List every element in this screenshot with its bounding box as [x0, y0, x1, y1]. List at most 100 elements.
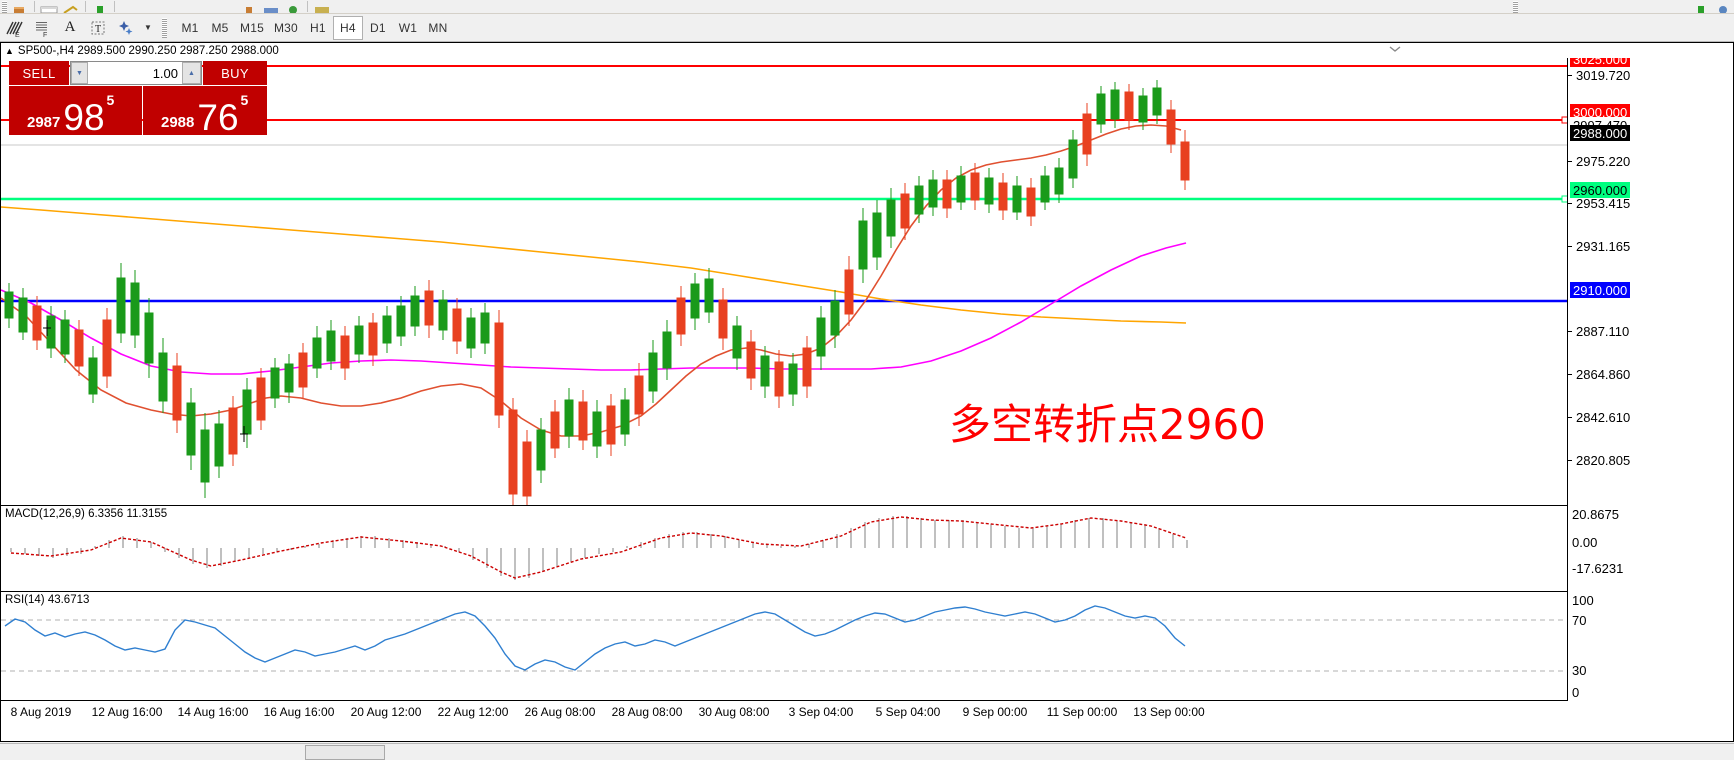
crosshair-lines-icon[interactable]: E	[1, 16, 27, 40]
line-chart-icon[interactable]	[261, 1, 281, 13]
price-tick: 2953.415	[1568, 196, 1733, 211]
time-axis[interactable]: 8 Aug 2019 12 Aug 16:00 14 Aug 16:00 16 …	[1, 700, 1567, 724]
indicators-icon[interactable]	[312, 1, 332, 13]
toolbar-grip[interactable]	[2, 0, 7, 13]
svg-text:T: T	[95, 24, 101, 35]
zoom-in-icon[interactable]	[283, 1, 303, 13]
time-tick: 28 Aug 08:00	[611, 705, 683, 719]
timeframe-m15[interactable]: M15	[240, 20, 264, 35]
time-tick: 8 Aug 2019	[10, 705, 72, 719]
macd-scale: 20.8675 0.00 -17.6231	[1567, 505, 1733, 590]
time-tick: 12 Aug 16:00	[91, 705, 163, 719]
one-click-trading-panel[interactable]: SELL ▼ 1.00 ▲ BUY 2987 98 5 2988	[9, 61, 267, 138]
macd-pane[interactable]: MACD(12,26,9) 6.3356 11.3155	[1, 505, 1567, 590]
ma-magenta-line	[1, 242, 1187, 375]
macd-signal-line	[10, 516, 1187, 579]
buy-price-main: 76	[197, 96, 239, 138]
bar-chart-icon[interactable]	[90, 1, 110, 13]
macd-indicator	[10, 516, 1188, 580]
sell-price-display[interactable]: 2987 98 5	[9, 86, 142, 136]
ma-red-line	[1, 124, 1182, 437]
market-watch-icon[interactable]	[39, 1, 59, 13]
autotrading-icon[interactable]	[1691, 1, 1711, 13]
macd-scale-tick: 0.00	[1572, 535, 1598, 550]
rsi-scale: 100 70 30 0	[1567, 591, 1733, 701]
resistance-line-label-2[interactable]: 3000.000	[1570, 104, 1631, 120]
time-tick: 9 Sep 00:00	[962, 705, 1028, 719]
level-2960-handle	[1561, 195, 1567, 203]
time-tick: 26 Aug 08:00	[524, 705, 596, 719]
scrollbar-thumb[interactable]	[305, 744, 385, 760]
time-tick: 20 Aug 12:00	[350, 705, 422, 719]
crosshair-marker	[43, 320, 248, 442]
time-tick: 22 Aug 12:00	[437, 705, 509, 719]
timeframe-m1[interactable]: M1	[181, 20, 199, 35]
price-chart-pane[interactable]: 多空转折点2960	[1, 58, 1567, 505]
toolbar-top-row	[0, 0, 1734, 14]
new-order-icon[interactable]	[10, 1, 30, 13]
fibonacci-icon[interactable]: F	[29, 16, 55, 40]
time-tick: 3 Sep 04:00	[788, 705, 854, 719]
sell-price-fraction: 5	[106, 92, 115, 108]
toolbar-divider-4	[307, 1, 308, 12]
price-tick: 3019.720	[1568, 68, 1733, 83]
chart-window: ▲ SP500-,H4 2989.500 2990.250 2987.250 2…	[0, 42, 1734, 742]
minimize-chart-icon[interactable]	[1387, 45, 1403, 53]
macd-histogram	[10, 516, 1188, 580]
buy-price-integer: 2988	[161, 114, 195, 131]
volume-down-stepper[interactable]: ▼	[71, 62, 88, 84]
blue-level-label[interactable]: 2910.000	[1570, 282, 1631, 298]
rsi-indicator	[1, 605, 1567, 672]
text-label-icon[interactable]: T	[85, 16, 111, 40]
chart-symbol-ohlc: SP500-,H4 2989.500 2990.250 2987.250 298…	[17, 44, 279, 57]
svg-text:F: F	[43, 32, 47, 38]
macd-scale-tick: 20.8675	[1572, 507, 1619, 522]
candlestick-chart	[1, 65, 1567, 505]
time-tick: 16 Aug 16:00	[263, 705, 335, 719]
data-window-icon[interactable]	[61, 1, 81, 13]
timeframe-m5[interactable]: M5	[211, 20, 229, 35]
globe-icon[interactable]	[1713, 1, 1733, 13]
time-tick: 14 Aug 16:00	[177, 705, 249, 719]
timeframe-h4[interactable]: H4	[332, 15, 363, 40]
price-tick: 2820.805	[1568, 453, 1733, 468]
buy-button[interactable]: BUY	[203, 61, 267, 85]
ma-orange-line	[1, 206, 1187, 324]
timeframe-m30[interactable]: M30	[273, 20, 298, 35]
svg-text:E: E	[15, 32, 20, 38]
chevron-down-icon[interactable]: ▼	[71, 62, 88, 84]
sell-button[interactable]: SELL	[9, 61, 69, 85]
text-tool-icon[interactable]: A	[64, 19, 76, 35]
timeframe-mn[interactable]: MN	[428, 20, 448, 35]
octp-controls-row: SELL ▼ 1.00 ▲ BUY	[9, 61, 267, 85]
rsi-scale-tick: 70	[1572, 613, 1587, 628]
scrollbar-track[interactable]	[0, 744, 1734, 760]
objects-list-icon[interactable]	[113, 16, 139, 40]
timeframe-w1[interactable]: W1	[398, 20, 418, 35]
price-tick: 2887.110	[1568, 324, 1733, 339]
volume-input[interactable]: 1.00	[152, 65, 178, 81]
collapse-arrow-icon[interactable]: ▲	[5, 45, 14, 56]
chevron-down-icon[interactable]: ▼	[144, 23, 152, 32]
support-line-label[interactable]: 2960.000	[1570, 182, 1631, 198]
current-price-label: 2988.000	[1570, 125, 1631, 141]
horizontal-scrollbar[interactable]	[0, 743, 1734, 760]
rsi-scale-tick: 0	[1572, 685, 1580, 700]
toolbar-divider-3	[114, 1, 115, 12]
timeframe-d1[interactable]: D1	[370, 20, 386, 35]
candlestick-chart-icon[interactable]	[239, 1, 259, 13]
octp-price-row: 2987 98 5 2988 76 5	[9, 86, 267, 138]
timeframe-h1[interactable]: H1	[310, 20, 326, 35]
macd-label: MACD(12,26,9) 6.3356 11.3155	[5, 508, 168, 520]
toolbar-grip-right[interactable]	[1513, 0, 1518, 13]
toolbar-divider-2	[85, 1, 86, 12]
volume-input-group[interactable]: ▼ 1.00 ▲	[70, 61, 202, 85]
buy-price-display[interactable]: 2988 76 5	[143, 86, 267, 138]
timeframe-toolbar-grip[interactable]	[162, 17, 167, 38]
candle-series	[4, 80, 1190, 505]
rsi-pane[interactable]: RSI(14) 43.6713	[1, 591, 1567, 701]
rsi-scale-tick: 30	[1572, 663, 1587, 678]
timeframe-group: M1 M5 M15 M30 H1 H4 D1 W1 MN	[175, 15, 453, 40]
volume-up-stepper[interactable]: ▲	[182, 62, 201, 84]
